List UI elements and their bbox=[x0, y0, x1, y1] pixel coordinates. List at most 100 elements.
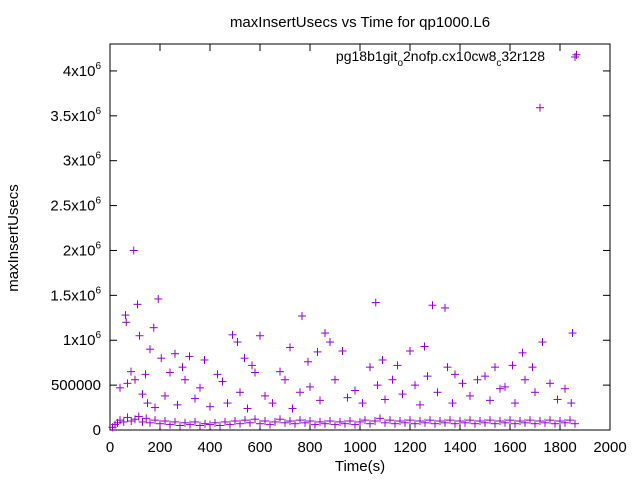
data-point bbox=[443, 363, 452, 372]
data-point bbox=[351, 386, 359, 395]
data-point bbox=[441, 418, 449, 427]
x-tick-label: 2000 bbox=[593, 439, 626, 456]
data-point bbox=[127, 367, 135, 376]
data-point bbox=[321, 419, 329, 428]
data-point bbox=[233, 338, 242, 347]
data-point bbox=[271, 417, 279, 426]
data-point bbox=[135, 331, 144, 340]
data-point bbox=[185, 352, 194, 361]
plot-frame bbox=[109, 43, 611, 431]
data-point bbox=[378, 355, 387, 364]
data-point bbox=[346, 417, 354, 426]
data-point bbox=[191, 417, 199, 426]
data-point bbox=[356, 417, 364, 426]
data-point bbox=[567, 399, 576, 408]
data-point bbox=[243, 404, 252, 413]
data-point bbox=[521, 418, 529, 427]
legend: pg18b1gito2nofp.cx10cw8c32r128 bbox=[336, 48, 579, 69]
data-point bbox=[246, 418, 254, 427]
data-point bbox=[256, 331, 264, 340]
plot-border bbox=[109, 43, 611, 431]
x-tick-label: 1000 bbox=[343, 439, 376, 456]
y-tick-label: 500000 bbox=[51, 377, 101, 394]
data-point bbox=[458, 379, 467, 388]
data-point bbox=[538, 338, 547, 347]
data-point bbox=[536, 103, 544, 112]
data-point bbox=[316, 417, 324, 426]
data-point bbox=[149, 323, 158, 332]
data-point bbox=[326, 338, 334, 347]
data-point bbox=[401, 418, 409, 427]
data-point bbox=[146, 418, 154, 427]
data-point bbox=[546, 379, 554, 388]
y-tick-label: 0 bbox=[93, 422, 101, 439]
data-point bbox=[481, 418, 489, 427]
y-tick-label: 2.5x106 bbox=[50, 196, 101, 215]
data-point bbox=[518, 348, 527, 357]
data-point bbox=[448, 399, 457, 408]
data-point bbox=[496, 384, 504, 393]
data-point bbox=[236, 388, 244, 397]
data-point bbox=[306, 417, 314, 426]
y-axis-ticks: 0 500000 1x106 1.5x106 2x106 2.5x106 3x106 3.5x… bbox=[50, 61, 610, 439]
data-point bbox=[501, 382, 509, 391]
data-point bbox=[206, 402, 214, 411]
data-point bbox=[553, 395, 562, 404]
data-point bbox=[116, 416, 124, 425]
data-point bbox=[316, 396, 324, 405]
data-point bbox=[501, 418, 509, 427]
data-point bbox=[366, 363, 374, 372]
data-point bbox=[536, 417, 544, 426]
data-point bbox=[511, 399, 519, 408]
data-point bbox=[506, 416, 514, 425]
data-point bbox=[156, 419, 164, 428]
data-point bbox=[122, 318, 131, 327]
data-point bbox=[218, 377, 227, 386]
data-point bbox=[143, 399, 152, 408]
y-tick-label: 1.5x106 bbox=[50, 285, 101, 304]
data-point bbox=[431, 419, 439, 428]
y-axis-label: maxInsertUsecs bbox=[5, 184, 22, 292]
data-point bbox=[161, 391, 169, 400]
data-point bbox=[281, 418, 289, 427]
data-point bbox=[398, 390, 407, 399]
data-point bbox=[240, 354, 249, 363]
data-point bbox=[381, 395, 389, 404]
data-point bbox=[206, 420, 214, 429]
data-point bbox=[304, 357, 312, 366]
data-point bbox=[406, 416, 414, 425]
data-point bbox=[151, 416, 159, 425]
data-point bbox=[421, 418, 429, 427]
data-point bbox=[441, 303, 449, 312]
data-point bbox=[191, 394, 199, 403]
x-tick-label: 800 bbox=[297, 439, 322, 456]
data-point bbox=[176, 421, 184, 430]
data-point bbox=[428, 301, 437, 310]
data-point bbox=[228, 330, 237, 339]
data-point bbox=[146, 345, 154, 354]
legend-marker bbox=[571, 53, 579, 61]
data-point bbox=[556, 417, 564, 426]
data-point bbox=[461, 418, 469, 427]
data-point bbox=[528, 363, 537, 372]
x-axis-label: Time(s) bbox=[335, 458, 385, 475]
data-point bbox=[386, 416, 394, 425]
data-point bbox=[166, 368, 174, 377]
data-point bbox=[491, 419, 499, 428]
x-tick-label: 600 bbox=[247, 439, 272, 456]
data-point bbox=[241, 416, 249, 425]
data-point bbox=[288, 404, 297, 413]
data-point bbox=[551, 419, 559, 428]
data-point bbox=[141, 370, 150, 379]
data-point bbox=[423, 372, 432, 381]
data-point bbox=[371, 417, 379, 426]
data-point bbox=[546, 416, 554, 425]
data-point bbox=[541, 418, 549, 427]
data-points bbox=[108, 50, 581, 432]
x-tick-label: 1600 bbox=[493, 439, 526, 456]
data-point bbox=[568, 329, 577, 338]
data-point bbox=[166, 420, 174, 429]
data-point bbox=[511, 419, 519, 428]
data-point bbox=[451, 370, 459, 379]
